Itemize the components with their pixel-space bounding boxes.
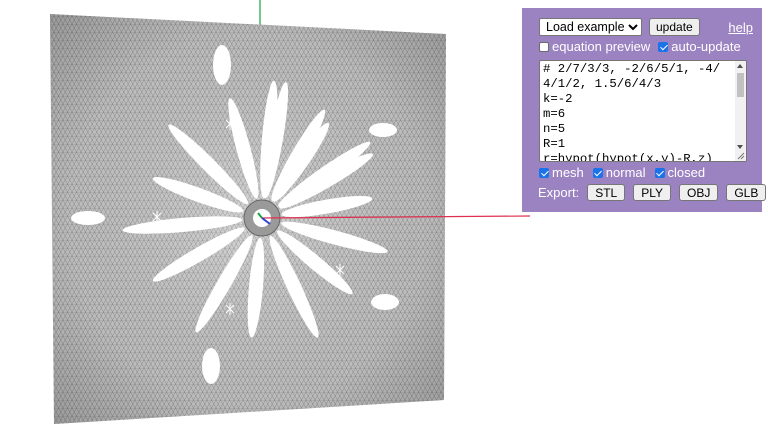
scroll-up-icon[interactable]: [737, 64, 743, 68]
mesh-checkbox[interactable]: [539, 167, 549, 178]
example-select[interactable]: Load example...: [539, 18, 642, 36]
normal-label: normal: [605, 165, 646, 180]
export-label: Export:: [538, 185, 580, 200]
export-ply-button[interactable]: PLY: [633, 184, 671, 201]
scroll-down-icon[interactable]: [737, 145, 743, 149]
star-marks: [152, 118, 345, 315]
equation-preview-checkbox[interactable]: [539, 41, 549, 52]
code-line: R=1: [543, 137, 566, 151]
mesh-label: mesh: [552, 165, 584, 180]
equation-textarea[interactable]: # 2/7/3/3, -2/6/5/1, -4/ 4/1/2, 1.5/6/4/…: [539, 60, 747, 162]
closed-label: closed: [667, 165, 706, 180]
export-stl-button[interactable]: STL: [587, 184, 626, 201]
code-line: k=-2: [543, 92, 573, 106]
normal-checkbox[interactable]: [592, 167, 603, 178]
mesh-holes: [71, 45, 399, 384]
code-line: n=5: [543, 122, 566, 136]
z-axis-line: [261, 217, 271, 225]
scroll-thumb[interactable]: [737, 73, 744, 97]
auto-update-checkbox[interactable]: [658, 41, 669, 52]
export-glb-button[interactable]: GLB: [726, 184, 767, 201]
equation-preview-label: equation preview: [552, 39, 651, 54]
code-line: m=6: [543, 107, 566, 121]
resize-grip-icon[interactable]: [737, 152, 745, 160]
help-link[interactable]: help: [728, 19, 753, 35]
x-axis-line: [261, 215, 531, 219]
code-line: # 2/7/3/3, -2/6/5/1, -4/: [543, 62, 721, 76]
code-line: r=hypot(hypot(x,y)-R,z): [543, 152, 713, 162]
closed-checkbox[interactable]: [654, 167, 665, 178]
textarea-scrollbar[interactable]: [735, 61, 746, 161]
control-panel: Load example... update help equation pre…: [522, 8, 767, 212]
update-button[interactable]: update: [649, 18, 700, 36]
export-obj-button[interactable]: OBJ: [679, 184, 719, 201]
code-line: 4/1/2, 1.5/6/4/3: [543, 77, 662, 91]
auto-update-label: auto-update: [671, 39, 741, 54]
